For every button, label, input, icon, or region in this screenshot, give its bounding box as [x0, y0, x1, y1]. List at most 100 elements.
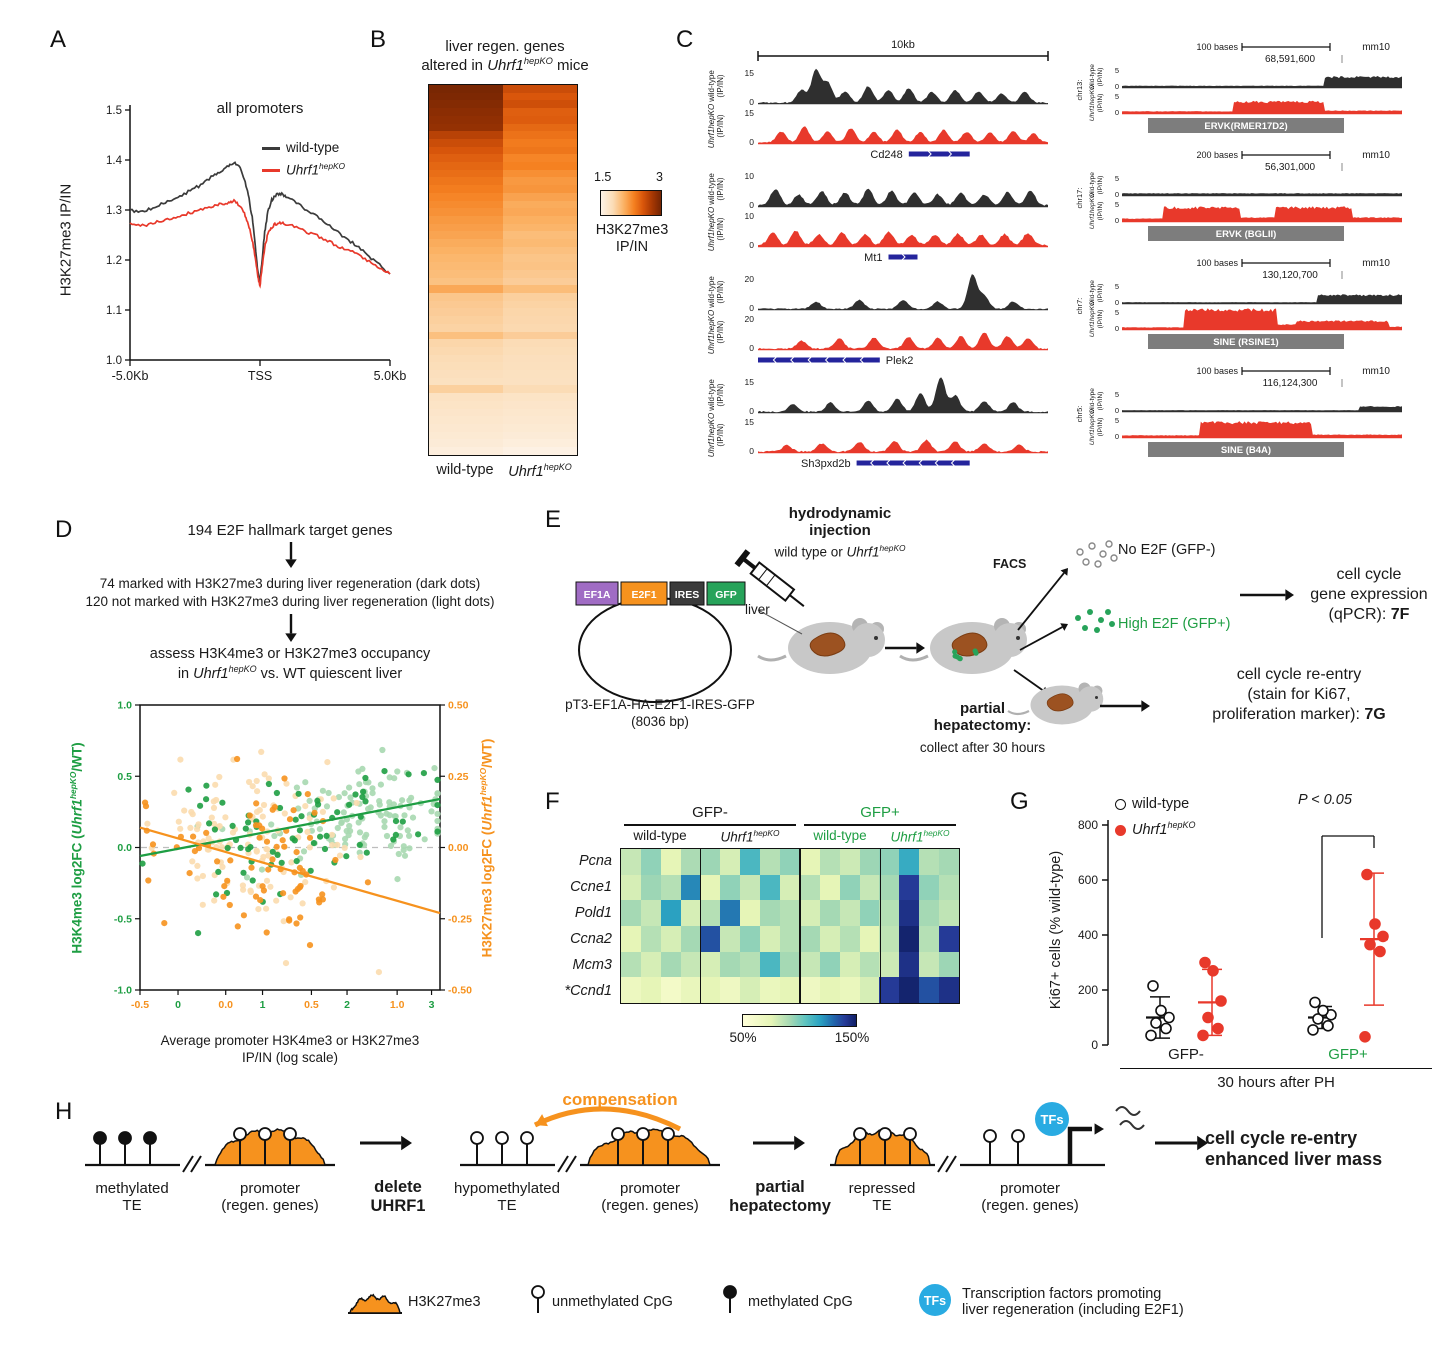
- heatmap-row: [429, 362, 577, 371]
- panel-h-partial-hepatectomy-label: partial hepatectomy: [729, 1178, 831, 1215]
- svg-text:chr5:: chr5:: [1075, 406, 1084, 423]
- svg-text:Uhrf1hepKO: Uhrf1hepKO: [1089, 85, 1096, 121]
- heatmap-cell: [859, 977, 880, 1003]
- panel-f-row-labels: Pcna Ccne1 Pold1 Ccna2 Mcm3 *Ccnd1: [536, 848, 612, 1004]
- panel-e-liver-label: liver: [745, 602, 770, 617]
- heatmap-cell: [819, 951, 840, 978]
- panel-e-ki67-3: proliferation marker): 7G: [1212, 706, 1386, 723]
- svg-text:56,301,000: 56,301,000: [1265, 162, 1315, 173]
- svg-text:0.0: 0.0: [218, 999, 233, 1011]
- panel-e-ph-title: partial hepatectomy:: [933, 700, 1032, 734]
- panel-a-label: A: [50, 26, 67, 53]
- heatmap-cell: [740, 977, 761, 1003]
- panel-g-xlabel: 30 hours after PH: [1217, 1074, 1335, 1091]
- svg-text:Uhrf1hepKO: Uhrf1hepKO: [707, 413, 716, 457]
- svg-text:Cd248: Cd248: [870, 149, 902, 161]
- heatmap-cell: [899, 900, 920, 926]
- heatmap-row: [429, 285, 577, 293]
- heatmap-cell: [660, 977, 681, 1003]
- heatmap-cell: [760, 925, 781, 952]
- panel-f-group-gfppos: GFP+: [860, 804, 900, 821]
- panel-h-sec1-promoter-label: promoter (regen. genes): [221, 1180, 319, 1214]
- heatmap-row: [429, 300, 577, 309]
- heatmap-cell: [640, 900, 661, 926]
- heatmap-row: [429, 262, 577, 270]
- svg-text:5: 5: [1115, 66, 1119, 75]
- panel-g-pvalue: P < 0.05: [1298, 792, 1352, 808]
- svg-text:0: 0: [1115, 432, 1119, 441]
- heatmap-cell: [700, 951, 721, 978]
- heatmap-cell: [839, 925, 860, 952]
- heatmap-cell: [899, 951, 920, 978]
- svg-text:5: 5: [1115, 174, 1119, 183]
- svg-text:1.1: 1.1: [106, 305, 122, 317]
- svg-text:0: 0: [749, 97, 754, 107]
- panel-h-legend-unmeth: unmethylated CpG: [552, 1294, 673, 1310]
- svg-text:(IP/IN): (IP/IN): [1097, 94, 1104, 113]
- legend-item-wildtype: wild-type: [1115, 794, 1195, 815]
- heatmap-cell: [879, 874, 900, 901]
- heatmap-cell: [780, 925, 800, 952]
- panel-e-plasmid-name: pT3-EF1A-HA-E2F1-IRES-GFP: [565, 697, 755, 712]
- svg-text:0: 0: [1115, 216, 1119, 225]
- panel-h-delete-uhrf1-label: delete UHRF1: [370, 1178, 426, 1215]
- heatmap-row: [429, 447, 577, 455]
- panel-e-qpcr-2: gene expression: [1310, 586, 1428, 603]
- heatmap-cell: [760, 849, 781, 875]
- heatmap-cell: [680, 849, 701, 875]
- panel-b-title-1: liver regen. genes: [445, 38, 565, 55]
- panel-g-label: G: [1010, 788, 1029, 815]
- svg-text:0: 0: [749, 343, 754, 353]
- svg-text:(IP/IN): (IP/IN): [1097, 310, 1104, 329]
- heatmap-cell: [700, 900, 721, 926]
- svg-text:(IP/IN): (IP/IN): [716, 217, 725, 240]
- svg-text:1.3: 1.3: [106, 205, 122, 217]
- heatmap-row: [429, 162, 577, 170]
- panel-h-sec3-promoter-label: promoter (regen. genes): [981, 1180, 1079, 1214]
- svg-text:0: 0: [749, 240, 754, 250]
- heatmap-cell: [799, 951, 820, 978]
- heatmap-row: [429, 354, 577, 363]
- heatmap-cell: [839, 874, 860, 901]
- svg-text:15: 15: [745, 417, 755, 427]
- heatmap-row: [429, 416, 577, 424]
- heatmap-cell: [859, 900, 880, 926]
- heatmap-group-separator: [699, 848, 701, 1004]
- heatmap-cell: [720, 874, 741, 901]
- svg-text:5: 5: [1115, 416, 1119, 425]
- svg-text:0: 0: [1115, 82, 1119, 91]
- heatmap-cell: [819, 977, 840, 1003]
- heatmap-cell: [919, 925, 940, 952]
- svg-text:TFs: TFs: [1040, 1112, 1063, 1127]
- svg-text:100 bases: 100 bases: [1196, 258, 1238, 268]
- heatmap-row: [429, 385, 577, 394]
- heatmap-cell: [899, 977, 920, 1003]
- svg-text:Uhrf1hepKO: Uhrf1hepKO: [707, 104, 716, 148]
- heatmap-cell: [680, 977, 701, 1003]
- panel-f-sub-wt1: wild-type: [633, 828, 687, 843]
- svg-text:(IP/IN): (IP/IN): [716, 177, 725, 200]
- heatmap-cell: [939, 900, 959, 926]
- svg-text:Sh3pxd2b: Sh3pxd2b: [801, 458, 851, 470]
- heatmap-cell: [919, 900, 940, 926]
- panel-g-legend: wild-type Uhrf1hepKO: [1115, 794, 1195, 841]
- svg-text:0: 0: [1115, 108, 1119, 117]
- heatmap-cell: [640, 977, 661, 1003]
- heatmap-row: [429, 92, 577, 101]
- svg-text:15: 15: [745, 377, 755, 387]
- svg-text:Uhrf1hepKO: Uhrf1hepKO: [1089, 409, 1096, 445]
- heatmap-cell: [660, 874, 681, 901]
- heatmap-cell: [640, 849, 661, 875]
- panel-d-flow-step3b: in Uhrf1hepKO vs. WT quiescent liver: [177, 664, 403, 682]
- heatmap-cell: [720, 951, 741, 978]
- panel-e-qpcr-3: (qPCR): 7F: [1328, 606, 1410, 623]
- svg-text:10: 10: [745, 211, 755, 221]
- heatmap-row: [429, 146, 577, 155]
- heatmap-cell: [939, 849, 959, 875]
- svg-text:3: 3: [429, 999, 435, 1011]
- svg-text:2: 2: [344, 999, 350, 1011]
- panel-b-col-uhrf1: Uhrf1hepKO: [508, 462, 572, 480]
- svg-text:0: 0: [1091, 1038, 1098, 1052]
- heatmap-cell: [839, 900, 860, 926]
- heatmap-row: [429, 254, 577, 263]
